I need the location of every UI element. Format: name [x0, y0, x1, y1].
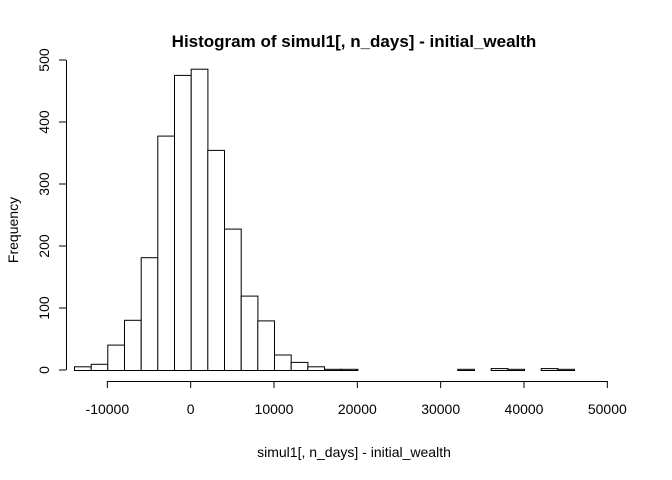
- histogram-bar: [190, 68, 209, 371]
- x-tick-label: 50000: [588, 401, 627, 417]
- histogram-bar: [540, 368, 559, 372]
- y-tick-label: 0: [36, 366, 52, 374]
- chart-title: Histogram of simul1[, n_days] - initial_…: [172, 32, 537, 51]
- y-axis: 0 100 200 300 400 500: [36, 48, 67, 374]
- histogram-bar: [490, 368, 509, 372]
- x-tick-label: 20000: [338, 401, 377, 417]
- histogram-bar: [240, 295, 259, 372]
- histogram-bar: [257, 320, 275, 371]
- histogram-bar: [174, 74, 192, 372]
- x-tick-label: -10000: [86, 401, 130, 417]
- y-axis-label: Frequency: [5, 197, 21, 263]
- histogram-bar: [340, 368, 359, 371]
- histogram-bar: [457, 368, 475, 371]
- x-tick-label: 40000: [505, 401, 544, 417]
- x-tick-label: 30000: [421, 401, 460, 417]
- histogram-bar: [90, 363, 109, 371]
- histogram-bar: [140, 257, 159, 372]
- x-axis: -10000 0 10000 20000 30000 40000 50000: [86, 381, 627, 417]
- y-tick-label: 300: [36, 172, 52, 196]
- histogram-bar: [74, 366, 92, 371]
- x-axis-label: simul1[, n_days] - initial_wealth: [257, 444, 451, 460]
- histogram-bar: [290, 361, 309, 371]
- histogram-bar: [224, 228, 242, 371]
- histogram-bar: [274, 354, 292, 371]
- histogram-bar: [507, 368, 525, 371]
- histogram-bar: [124, 319, 142, 371]
- histogram-bar: [157, 135, 176, 371]
- y-tick-label: 500: [36, 48, 52, 72]
- histogram-bar: [207, 149, 226, 371]
- y-tick-label: 200: [36, 234, 52, 258]
- histogram-bar: [307, 366, 325, 371]
- y-tick-label: 100: [36, 296, 52, 320]
- histogram-bar: [107, 344, 126, 372]
- x-tick-label: 0: [187, 401, 195, 417]
- histogram-bar: [324, 368, 342, 371]
- histogram-bars: [74, 68, 575, 372]
- y-tick-label: 400: [36, 110, 52, 134]
- x-tick-label: 10000: [255, 401, 294, 417]
- histogram-bar: [557, 368, 575, 371]
